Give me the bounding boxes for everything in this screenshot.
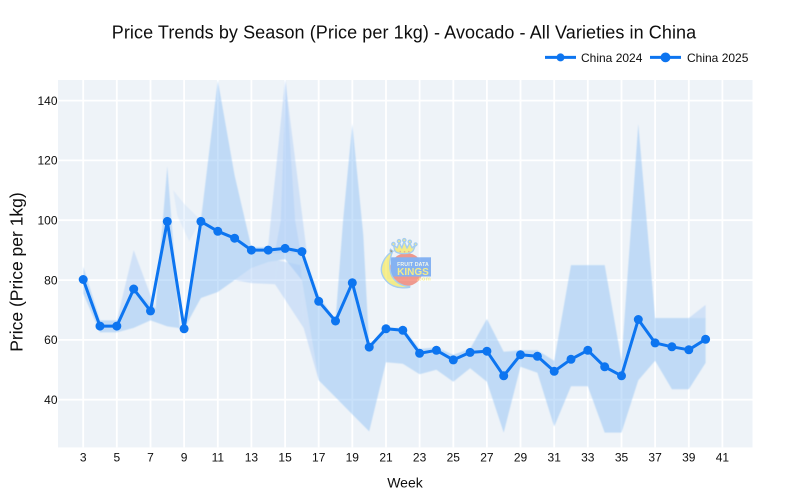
svg-text:9: 9 <box>181 451 188 465</box>
svg-text:41: 41 <box>716 451 730 465</box>
svg-text:21: 21 <box>379 451 393 465</box>
svg-text:140: 140 <box>37 94 57 108</box>
svg-text:35: 35 <box>615 451 629 465</box>
svg-text:40: 40 <box>44 393 58 407</box>
svg-text:7: 7 <box>147 451 154 465</box>
svg-text:Week: Week <box>387 475 424 491</box>
svg-text:29: 29 <box>514 451 528 465</box>
svg-text:11: 11 <box>212 451 225 465</box>
svg-text:33: 33 <box>581 451 595 465</box>
svg-text:5: 5 <box>113 451 120 465</box>
svg-text:31: 31 <box>548 451 562 465</box>
svg-text:80: 80 <box>44 273 58 287</box>
svg-text:39: 39 <box>682 451 696 465</box>
svg-text:60: 60 <box>44 333 58 347</box>
svg-text:China 2025: China 2025 <box>687 51 749 65</box>
svg-text:100: 100 <box>37 214 57 228</box>
svg-text:Price (Price per 1kg): Price (Price per 1kg) <box>7 192 27 352</box>
svg-text:19: 19 <box>346 451 360 465</box>
svg-text:China 2024: China 2024 <box>581 51 643 65</box>
svg-text:27: 27 <box>480 451 494 465</box>
svg-text:15: 15 <box>278 451 292 465</box>
svg-text:Price Trends by Season (Price: Price Trends by Season (Price per 1kg) -… <box>112 23 697 43</box>
svg-text:KINGS: KINGS <box>397 267 429 278</box>
svg-text:13: 13 <box>245 451 259 465</box>
svg-text:25: 25 <box>447 451 461 465</box>
svg-text:3: 3 <box>80 451 87 465</box>
svg-text:17: 17 <box>312 451 326 465</box>
svg-text:120: 120 <box>37 154 57 168</box>
svg-text:37: 37 <box>648 451 662 465</box>
svg-text:FRUIT DATA: FRUIT DATA <box>397 262 429 268</box>
svg-text:23: 23 <box>413 451 427 465</box>
svg-text:.com: .com <box>417 276 431 282</box>
